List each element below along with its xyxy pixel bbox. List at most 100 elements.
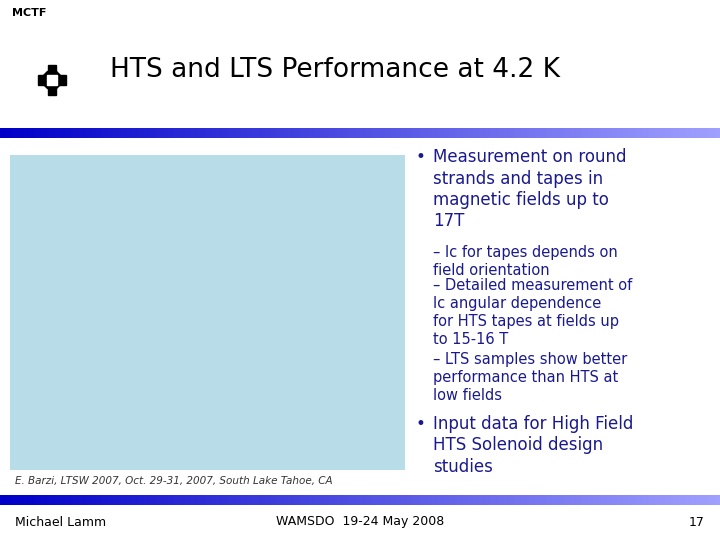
Bar xyxy=(564,128,567,138)
Bar xyxy=(420,128,423,138)
Bar xyxy=(526,128,528,138)
Bar xyxy=(209,128,211,138)
Bar xyxy=(557,128,559,138)
Bar xyxy=(230,128,233,138)
Bar xyxy=(221,128,223,138)
Bar xyxy=(70,495,72,505)
Bar xyxy=(166,495,168,505)
Bar xyxy=(48,65,56,75)
Bar xyxy=(595,128,598,138)
Bar xyxy=(58,75,66,85)
Bar xyxy=(511,128,513,138)
Bar xyxy=(360,128,362,138)
Bar xyxy=(689,495,691,505)
Bar xyxy=(96,495,99,505)
Bar xyxy=(48,85,56,95)
Bar xyxy=(585,128,588,138)
Bar xyxy=(79,128,81,138)
Bar xyxy=(120,128,122,138)
Bar xyxy=(257,128,259,138)
Bar xyxy=(240,128,243,138)
Bar xyxy=(281,495,283,505)
Bar xyxy=(667,128,670,138)
Bar xyxy=(482,495,485,505)
Bar xyxy=(713,495,715,505)
Bar xyxy=(202,128,204,138)
Bar xyxy=(449,128,451,138)
Bar xyxy=(538,128,540,138)
Bar xyxy=(473,128,475,138)
Bar xyxy=(598,495,600,505)
Bar xyxy=(562,495,564,505)
Bar xyxy=(348,128,351,138)
Bar xyxy=(665,495,667,505)
Bar xyxy=(643,128,646,138)
Bar xyxy=(221,495,223,505)
Bar xyxy=(423,495,425,505)
Bar xyxy=(269,128,271,138)
Bar xyxy=(715,128,718,138)
Bar xyxy=(578,495,581,505)
Bar xyxy=(36,128,38,138)
Bar xyxy=(540,128,542,138)
Bar xyxy=(653,128,655,138)
Bar xyxy=(2,495,5,505)
Bar xyxy=(115,495,117,505)
Bar xyxy=(2,128,5,138)
Text: Measurement on round
strands and tapes in
magnetic fields up to
17T: Measurement on round strands and tapes i… xyxy=(433,148,626,231)
Bar xyxy=(657,128,660,138)
Bar xyxy=(434,495,437,505)
Bar xyxy=(631,128,634,138)
Bar xyxy=(528,495,531,505)
Bar xyxy=(403,128,405,138)
Bar xyxy=(58,495,60,505)
Bar xyxy=(125,495,127,505)
Bar xyxy=(130,128,132,138)
Bar xyxy=(634,495,636,505)
Bar xyxy=(629,495,631,505)
Bar xyxy=(554,495,557,505)
Bar xyxy=(603,128,605,138)
Bar xyxy=(655,128,657,138)
Bar xyxy=(235,495,238,505)
Bar xyxy=(290,128,293,138)
Bar xyxy=(266,495,269,505)
Bar xyxy=(286,495,288,505)
Bar xyxy=(161,128,163,138)
Bar xyxy=(533,495,535,505)
Bar xyxy=(91,128,94,138)
Bar xyxy=(701,128,703,138)
Bar xyxy=(675,495,677,505)
Bar xyxy=(636,128,639,138)
Bar xyxy=(264,495,266,505)
Text: E. Barzi, LTSW 2007, Oct. 29-31, 2007, South Lake Tahoe, CA: E. Barzi, LTSW 2007, Oct. 29-31, 2007, S… xyxy=(15,476,333,486)
Bar xyxy=(418,128,420,138)
Bar xyxy=(401,495,403,505)
Bar xyxy=(377,128,379,138)
Bar xyxy=(127,128,130,138)
Bar xyxy=(48,128,50,138)
Bar xyxy=(218,128,221,138)
Bar xyxy=(142,128,144,138)
Bar xyxy=(113,495,115,505)
Bar xyxy=(113,128,115,138)
Bar xyxy=(163,128,166,138)
Bar xyxy=(574,495,576,505)
Bar xyxy=(60,128,63,138)
Bar xyxy=(497,128,499,138)
Bar xyxy=(617,495,619,505)
Bar xyxy=(55,495,58,505)
Bar xyxy=(588,495,590,505)
Bar xyxy=(495,495,497,505)
Bar xyxy=(271,128,274,138)
Bar xyxy=(353,128,355,138)
Bar xyxy=(485,128,487,138)
Bar xyxy=(355,495,358,505)
Bar xyxy=(137,495,139,505)
Bar xyxy=(338,495,341,505)
Bar xyxy=(581,128,583,138)
Bar xyxy=(547,128,549,138)
Bar xyxy=(336,128,338,138)
Bar xyxy=(101,128,103,138)
Bar xyxy=(230,495,233,505)
